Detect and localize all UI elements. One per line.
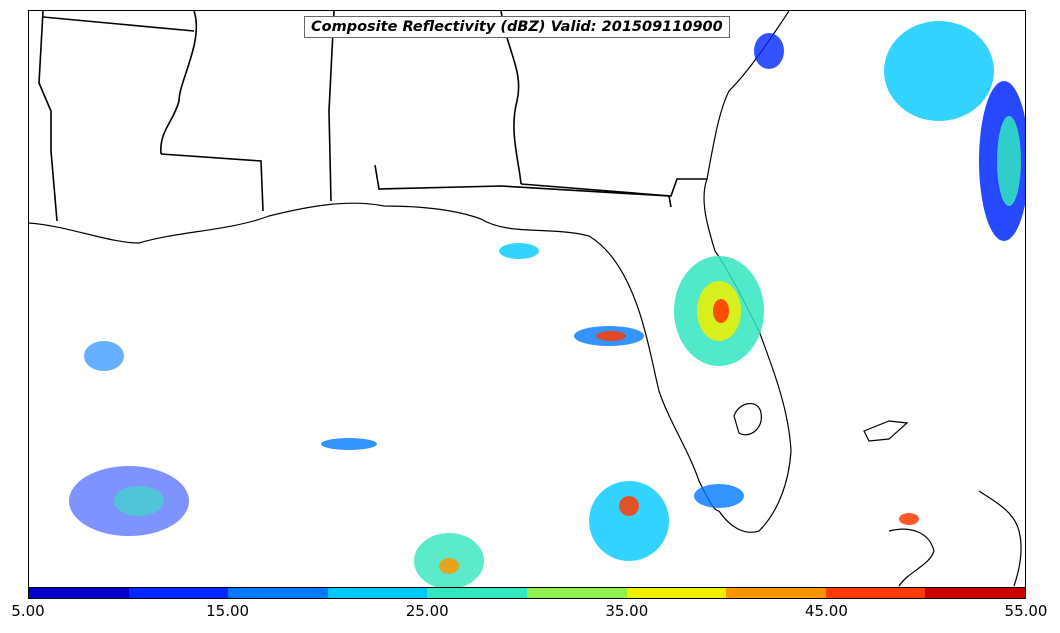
echo-south-east [694, 484, 744, 508]
colorbar-tick-label: 35.00 [605, 602, 649, 620]
colorbar [28, 587, 1026, 599]
colorbar-segment [128, 588, 229, 598]
echo-east-edge-core [997, 116, 1021, 206]
georgia-florida-border [520, 178, 707, 197]
colorbar-tick-label: 25.00 [405, 602, 449, 620]
echo-swirl-inner [114, 486, 164, 516]
precip-echoes [69, 21, 1025, 587]
mississippi-river-border [160, 11, 198, 155]
echo-bottom-right [899, 513, 919, 525]
colorbar-segment [29, 588, 129, 598]
colorbar-segment [228, 588, 328, 598]
echo-mid-gulf [321, 438, 377, 450]
map-panel [28, 10, 1026, 588]
louisiana-mississippi-border [38, 11, 58, 222]
echo-gulf-band-core [596, 331, 626, 341]
map-title: Composite Reflectivity (dBZ) Valid: 2015… [304, 16, 730, 38]
colorbar-segment [925, 588, 1025, 598]
echo-florida-red [713, 299, 729, 323]
colorbar-tick-label: 5.00 [11, 602, 45, 620]
mississippi-alabama-border [328, 11, 335, 202]
lake-okeechobee [733, 403, 762, 436]
state-borders [38, 11, 707, 222]
echo-sw-core [439, 558, 459, 574]
mississippi-louisiana-south [160, 153, 264, 212]
colorbar-segment [327, 588, 428, 598]
echo-north-gulf [499, 243, 539, 259]
alabama-georgia-border [500, 11, 522, 185]
echo-ne-cluster [884, 21, 994, 121]
alabama-florida-border [374, 164, 672, 208]
gulf-coast [29, 202, 720, 512]
cuba-coast [888, 528, 935, 587]
colorbar-segment [626, 588, 727, 598]
colorbar-segment [427, 588, 527, 598]
echo-ne-small [754, 33, 784, 69]
colorbar-segment [526, 588, 627, 598]
bahamas-shape [863, 420, 909, 442]
colorbar-tick-label: 45.00 [804, 602, 848, 620]
colorbar-tick-label: 15.00 [206, 602, 250, 620]
colorbar-tick-label: 55.00 [1004, 602, 1048, 620]
echo-south-core [619, 496, 639, 516]
colorbar-segment [726, 588, 826, 598]
islands-right [978, 490, 1022, 587]
reflectivity-map [29, 11, 1025, 587]
arkansas-louisiana-border [42, 16, 195, 32]
echo-west-gulf [84, 341, 124, 371]
colorbar-segment [825, 588, 926, 598]
echo-south-cluster [589, 481, 669, 561]
